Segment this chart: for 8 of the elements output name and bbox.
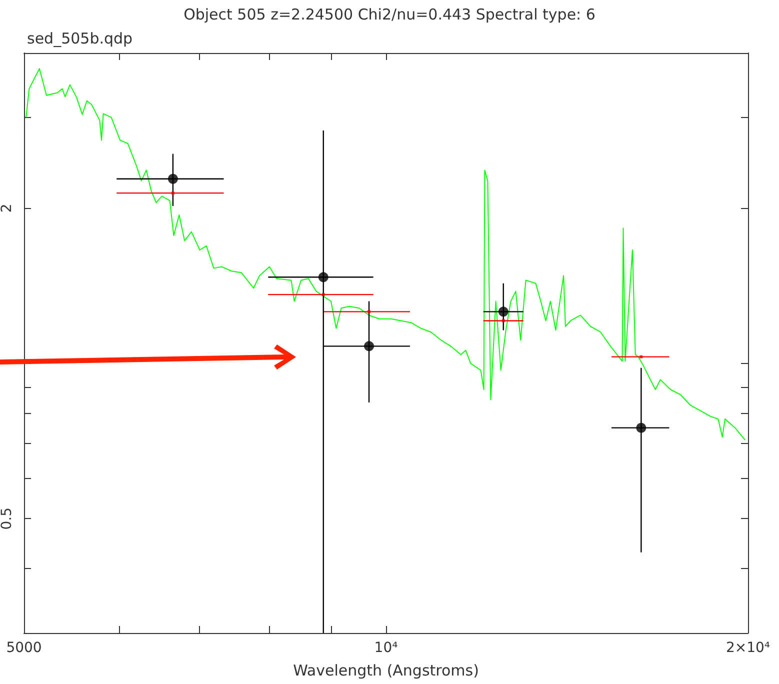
x-axis-title: Wavelength (Angstroms) bbox=[293, 662, 479, 680]
chart-title: Object 505 z=2.24500 Chi2/nu=0.443 Spectral type: 6 bbox=[184, 6, 596, 24]
x-tick-label: 5000 bbox=[6, 640, 42, 656]
x-tick-label: 2×10⁴ bbox=[726, 640, 770, 656]
chart-subtitle: sed_505b.qdp bbox=[27, 30, 133, 48]
x-tick-label: 10⁴ bbox=[374, 640, 398, 656]
y-tick-label: 2 bbox=[0, 204, 15, 213]
y-tick-label: 0.5 bbox=[0, 507, 15, 530]
